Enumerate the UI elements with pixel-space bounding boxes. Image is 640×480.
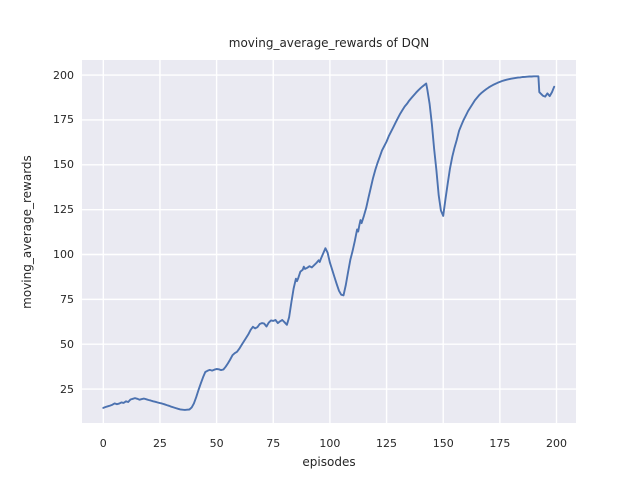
- x-tick-label: 50: [209, 437, 224, 450]
- x-tick-label: 25: [152, 437, 167, 450]
- y-tick-label: 150: [53, 158, 74, 172]
- y-tick-label: 50: [60, 337, 74, 351]
- y-tick-label: 175: [53, 113, 74, 127]
- x-tick-label: 100: [319, 437, 341, 450]
- x-tick-label: 200: [546, 437, 567, 450]
- x-tick-label: 175: [489, 437, 511, 450]
- y-tick-label: 100: [53, 248, 74, 261]
- x-tick-label: 150: [432, 437, 454, 450]
- line-plot-svg: [82, 60, 576, 423]
- x-tick-label: 75: [266, 437, 281, 450]
- x-tick-label: 0: [99, 437, 107, 450]
- y-tick-label: 25: [60, 382, 74, 396]
- plot-area: [82, 60, 576, 423]
- x-axis-label: episodes: [302, 455, 356, 469]
- y-tick-label: 125: [53, 203, 74, 217]
- dqn-reward-line: [102, 75, 556, 411]
- x-tick-label: 125: [376, 437, 398, 450]
- y-tick-label: 200: [53, 68, 74, 82]
- y-axis-label: moving_average_rewards: [20, 155, 34, 309]
- y-tick-label: 75: [60, 292, 74, 306]
- chart-title: moving_average_rewards of DQN: [228, 36, 430, 50]
